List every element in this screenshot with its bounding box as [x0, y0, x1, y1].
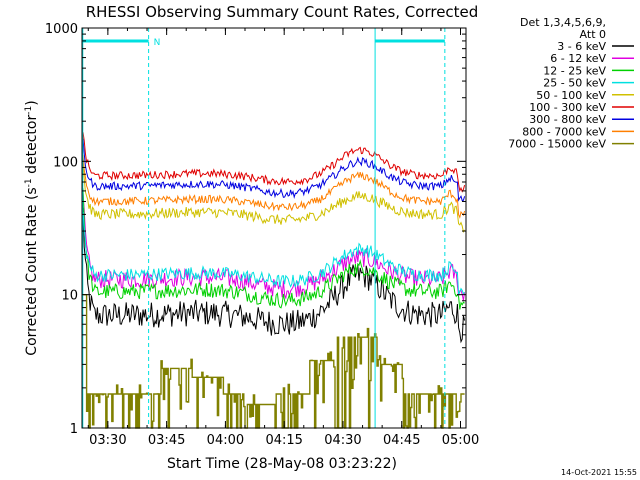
- y-tick-label-3: 1000: [45, 22, 78, 37]
- legend-entry-3: 25 - 50 keV: [543, 77, 606, 90]
- legend-entry-6: 300 - 800 keV: [529, 113, 606, 126]
- legend-entry-1: 6 - 12 keV: [550, 52, 606, 65]
- night-marker-label: N: [154, 38, 161, 48]
- series-line-7: [82, 154, 466, 219]
- x-tick-label-2: 04:00: [207, 433, 244, 448]
- legend-entry-4: 50 - 100 keV: [536, 89, 606, 102]
- x-tick-label-1: 03:45: [148, 433, 185, 448]
- legend-entry-7: 800 - 7000 keV: [522, 125, 606, 138]
- legend-entry-5: 100 - 300 keV: [529, 101, 606, 114]
- chart-timestamp: 14-Oct-2021 15:55: [561, 468, 637, 477]
- plot-frame: [81, 27, 467, 429]
- legend-entry-8: 7000 - 15000 keV: [508, 138, 606, 151]
- chart-title: RHESSI Observing Summary Count Rates, Co…: [86, 3, 479, 21]
- x-tick-label-3: 04:15: [265, 433, 302, 448]
- y-tick-label-2: 100: [53, 155, 78, 170]
- y-tick-label-1: 10: [61, 289, 78, 304]
- series-line-8: [83, 294, 465, 429]
- x-tick-label-5: 04:45: [383, 433, 420, 448]
- legend-header-1: Att 0: [580, 28, 606, 41]
- series-line-0: [82, 207, 466, 344]
- plot-area: N 03:30 03:45 04:00 04:15 04:30 04:45 05:00 1 10 1…: [45, 22, 479, 448]
- series-line-5: [82, 132, 466, 193]
- x-tick-label-0: 03:30: [89, 433, 126, 448]
- series-line-2: [82, 188, 465, 310]
- series-line-4: [82, 164, 466, 233]
- legend-header-0: Det 1,3,4,5,6,9,: [520, 16, 606, 29]
- x-tick-label-4: 04:30: [324, 433, 361, 448]
- legend-entry-2: 12 - 25 keV: [543, 64, 606, 77]
- series-line-3: [82, 211, 465, 296]
- x-axis-label: Start Time (28-May-08 03:23:22): [167, 456, 397, 472]
- series-line-6: [82, 138, 466, 202]
- legend-entry-0: 3 - 6 keV: [557, 40, 606, 53]
- x-tick-label-6: 05:00: [442, 433, 479, 448]
- y-axis-label: Corrected Count Rate (s-1 detector-1): [24, 100, 40, 355]
- series-line-1: [82, 192, 466, 301]
- y-tick-label-0: 1: [70, 422, 78, 437]
